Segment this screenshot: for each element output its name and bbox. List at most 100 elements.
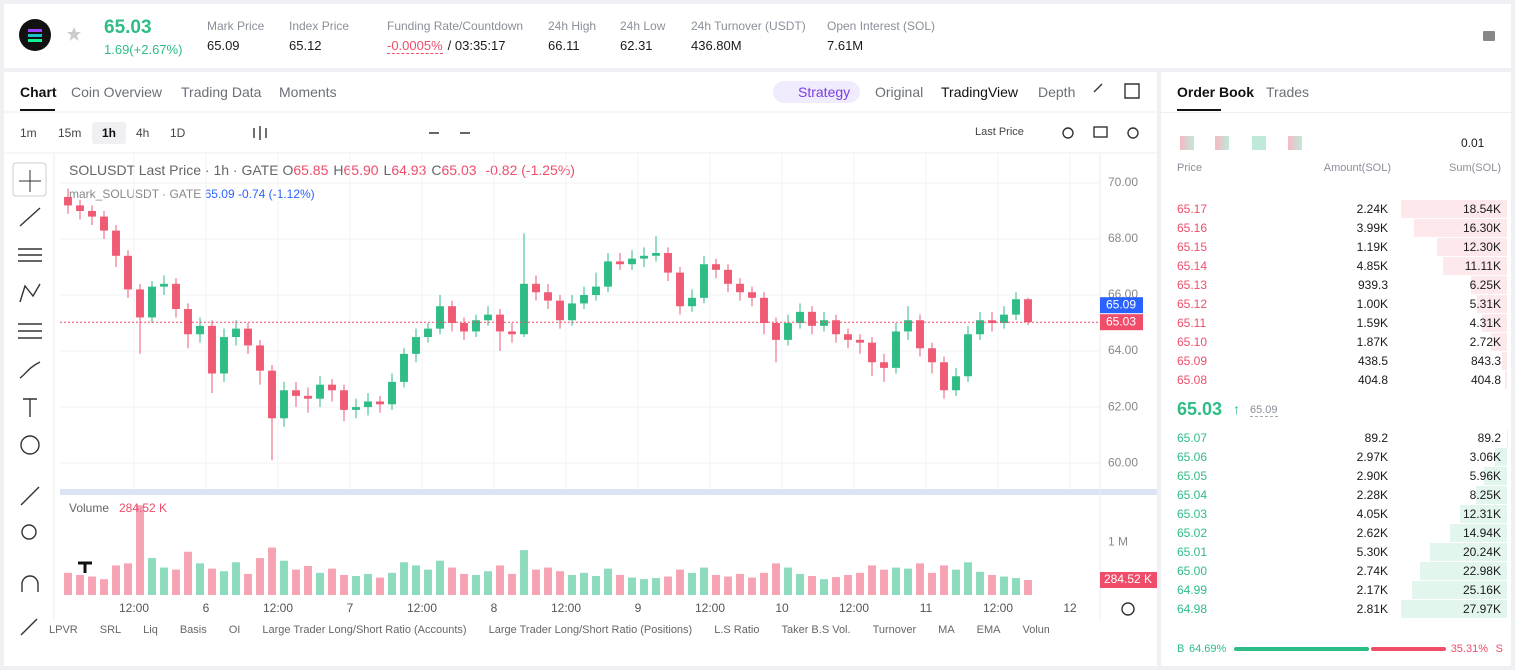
ob-view-icon[interactable] [1288, 136, 1302, 150]
stat-value-text: -0.0005% [387, 38, 443, 54]
indicator[interactable]: Taker B.S Vol. [781, 624, 851, 636]
ob-price[interactable]: 65.15 [1177, 240, 1208, 254]
book-icon[interactable] [1481, 28, 1497, 44]
ob-price[interactable]: 65.03 [1177, 507, 1208, 521]
interval[interactable]: 4h [136, 126, 150, 140]
volume-bar [940, 565, 948, 595]
candle-body [988, 320, 996, 324]
ob-price[interactable]: 65.14 [1177, 259, 1208, 273]
ob-price[interactable]: 65.01 [1177, 545, 1208, 559]
chart-tab[interactable]: Chart [20, 84, 57, 100]
indicator[interactable]: Liq [143, 624, 158, 636]
ob-price[interactable]: 65.10 [1177, 335, 1208, 349]
chart-mode[interactable]: Strategy [798, 84, 851, 100]
indicator[interactable]: Basis [179, 624, 207, 636]
ob-price[interactable]: 64.99 [1177, 583, 1208, 597]
volume-bar [484, 571, 492, 595]
interval[interactable]: 1D [170, 126, 186, 140]
panel-icons[interactable] [1093, 83, 1140, 99]
indicator[interactable]: SRL [99, 624, 122, 636]
volume-bar [364, 573, 372, 595]
depth-bar [1430, 543, 1507, 561]
stat-label: Open Interest (SOL) [827, 19, 936, 33]
chart-mode[interactable]: Original [875, 84, 924, 100]
price-source[interactable]: Last Price [975, 126, 1024, 138]
depth-bar [1491, 333, 1507, 351]
indicator[interactable]: LPVR [49, 624, 78, 636]
legend-value: 65.90 [343, 162, 379, 178]
ob-price[interactable]: 65.02 [1177, 526, 1208, 540]
ob-price[interactable]: 65.12 [1177, 297, 1208, 311]
ob-sum: 3.06K [1469, 450, 1501, 464]
indicator[interactable]: Volume [1022, 624, 1049, 636]
pencil-tool[interactable] [20, 618, 38, 636]
pattern-tool[interactable] [19, 283, 41, 303]
brush-tool[interactable] [19, 361, 41, 379]
candle-body [700, 264, 708, 298]
indicator[interactable]: Large Trader Long/Short Ratio (Accounts) [262, 624, 467, 636]
axis-settings[interactable] [1121, 602, 1135, 616]
text-tool[interactable] [23, 398, 37, 417]
crosshair-tool[interactable] [12, 162, 47, 197]
ob-price[interactable]: 64.98 [1177, 602, 1208, 616]
zoom-tool[interactable] [21, 524, 37, 540]
fib-tool[interactable] [18, 323, 42, 339]
search-icon[interactable] [1062, 127, 1074, 139]
ob-tab[interactable]: Trades [1266, 84, 1310, 100]
ob-amount: 4.05K [1356, 507, 1388, 521]
volume-bar [628, 577, 636, 595]
indicator[interactable]: MA [938, 624, 955, 636]
favorite-star[interactable] [66, 26, 82, 42]
stat-value-text: 62.31 [620, 38, 653, 53]
chart-tab[interactable]: Moments [279, 84, 337, 100]
candle-type-icon[interactable] [253, 126, 267, 140]
ob-view-icon[interactable] [1180, 136, 1194, 150]
camera-icon[interactable] [1093, 126, 1108, 138]
ob-price[interactable]: 65.07 [1177, 431, 1208, 445]
magnet-tool[interactable] [21, 575, 39, 592]
ob-precision[interactable]: 0.01 [1461, 136, 1485, 150]
coin-logo [19, 19, 51, 51]
settings-icon[interactable] [1127, 127, 1139, 139]
interval[interactable]: 15m [58, 126, 82, 140]
volume-bar [592, 576, 600, 595]
candle-body [964, 334, 972, 377]
indicator[interactable]: OI [228, 624, 241, 636]
chart-tab[interactable]: Coin Overview [71, 84, 163, 100]
parallel-tool[interactable] [18, 248, 42, 262]
indicator[interactable]: EMA [976, 624, 1001, 636]
interval[interactable]: 1m [20, 126, 37, 140]
ob-view-icon[interactable] [1252, 136, 1266, 150]
x-tick-label: 11 [920, 601, 933, 615]
y-tick-label: 68.00 [1108, 231, 1138, 245]
candle-body [880, 362, 888, 368]
ob-price[interactable]: 65.08 [1177, 373, 1208, 387]
ruler-tool[interactable] [20, 486, 40, 506]
ob-price[interactable]: 65.04 [1177, 488, 1208, 502]
ob-tab[interactable]: Order Book [1177, 84, 1255, 100]
chart-tab[interactable]: Trading Data [181, 84, 262, 100]
indicator[interactable]: Turnover [872, 624, 917, 636]
volume-bar [928, 572, 936, 595]
ob-price[interactable]: 65.13 [1177, 278, 1208, 292]
ob-view-icon[interactable] [1215, 136, 1229, 150]
emoji-tool[interactable] [20, 435, 40, 455]
ob-price[interactable]: 65.17 [1177, 202, 1208, 216]
ob-price[interactable]: 65.06 [1177, 450, 1208, 464]
ob-price[interactable]: 65.16 [1177, 221, 1208, 235]
chart-mode[interactable]: TradingView [941, 84, 1019, 100]
indicator[interactable]: Large Trader Long/Short Ratio (Positions… [488, 624, 693, 636]
ob-price[interactable]: 65.09 [1177, 354, 1208, 368]
indicator[interactable]: L.S Ratio [714, 624, 760, 636]
ob-price[interactable]: 65.05 [1177, 469, 1208, 483]
candle-body [712, 264, 720, 270]
chart-mode[interactable]: Depth [1038, 84, 1076, 100]
ob-price[interactable]: 65.00 [1177, 564, 1208, 578]
ob-price[interactable]: 65.11 [1177, 316, 1207, 330]
volume-bar [292, 569, 300, 595]
tab-underline [20, 109, 55, 111]
candle-body [76, 205, 84, 211]
line-tool[interactable] [19, 207, 41, 227]
interval[interactable]: 1h [102, 126, 117, 140]
